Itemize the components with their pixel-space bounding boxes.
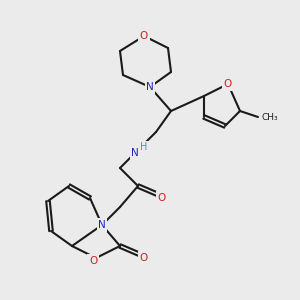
Text: N: N xyxy=(131,148,139,158)
Text: O: O xyxy=(224,79,232,89)
Text: O: O xyxy=(140,31,148,41)
Text: O: O xyxy=(158,193,166,203)
Text: H: H xyxy=(140,142,148,152)
Text: O: O xyxy=(140,253,148,263)
Text: N: N xyxy=(98,220,106,230)
Text: CH₃: CH₃ xyxy=(261,112,278,122)
Text: N: N xyxy=(146,82,154,92)
Text: O: O xyxy=(89,256,97,266)
